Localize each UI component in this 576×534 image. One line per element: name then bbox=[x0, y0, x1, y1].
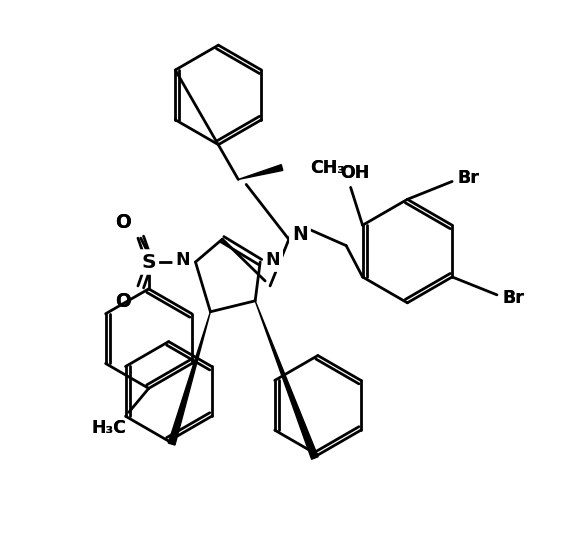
Text: CH₃: CH₃ bbox=[310, 159, 345, 177]
Text: O: O bbox=[115, 292, 131, 311]
Text: S: S bbox=[142, 253, 156, 271]
Polygon shape bbox=[168, 312, 210, 445]
Text: N: N bbox=[175, 251, 190, 269]
Text: Br: Br bbox=[502, 289, 524, 307]
Text: O: O bbox=[115, 213, 131, 232]
Text: OH: OH bbox=[340, 164, 369, 183]
Text: N: N bbox=[266, 251, 281, 269]
Text: N: N bbox=[266, 251, 281, 269]
Text: N: N bbox=[292, 225, 308, 244]
Text: CH₃: CH₃ bbox=[310, 159, 345, 177]
Polygon shape bbox=[238, 164, 283, 179]
Text: O: O bbox=[115, 213, 131, 232]
Text: O: O bbox=[115, 292, 131, 311]
Text: N: N bbox=[175, 251, 190, 269]
Text: H₃C: H₃C bbox=[92, 419, 126, 437]
Text: Br: Br bbox=[457, 169, 479, 187]
Text: S: S bbox=[142, 253, 156, 271]
Text: Br: Br bbox=[457, 169, 479, 187]
Text: H₃C: H₃C bbox=[92, 419, 126, 437]
Text: N: N bbox=[292, 225, 308, 244]
Text: Br: Br bbox=[502, 289, 524, 307]
Text: OH: OH bbox=[340, 164, 369, 183]
Polygon shape bbox=[255, 301, 318, 459]
